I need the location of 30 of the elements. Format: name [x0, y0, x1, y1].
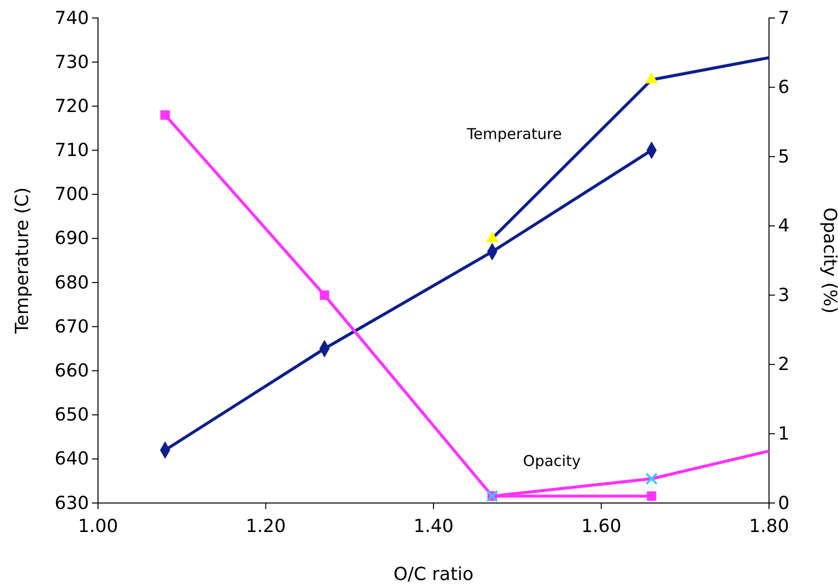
y-tick-label: 740 [54, 8, 89, 29]
y-tick-label: 630 [54, 492, 89, 514]
y2-tick-label: 7 [778, 8, 790, 29]
x-tick-label: 1.40 [413, 516, 454, 537]
y2-tick-label: 6 [778, 77, 790, 98]
series-label: Temperature [466, 125, 562, 144]
y-tick-label: 720 [54, 96, 89, 117]
y-tick-label: 680 [54, 272, 89, 294]
y-tick-label: 730 [54, 52, 89, 73]
y2-axis-title: Opacity (%) [819, 207, 838, 314]
y-tick-label: 650 [54, 404, 89, 426]
y-tick-label: 640 [54, 448, 89, 470]
y2-tick-label: 0 [778, 492, 790, 514]
y2-tick-label: 1 [778, 423, 790, 444]
y2-tick-label: 3 [778, 284, 790, 306]
x-axis-title: O/C ratio [393, 564, 474, 585]
y2-tick-label: 5 [778, 146, 790, 168]
y-axis-title: Temperature (C) [12, 187, 33, 335]
y-tick-label: 700 [54, 184, 89, 206]
x-tick-label: 1.80 [748, 516, 790, 537]
series-label: Opacity [523, 452, 581, 470]
y2-tick-label: 2 [778, 354, 790, 376]
x-tick-label: 1.00 [78, 516, 118, 537]
x-tick-label: 1.60 [581, 516, 622, 537]
y2-tick-label: 4 [778, 216, 790, 237]
y-tick-label: 660 [54, 360, 89, 382]
y-tick-label: 670 [54, 316, 89, 338]
x-tick-label: 1.20 [246, 516, 286, 537]
y-tick-label: 690 [54, 228, 89, 250]
y-tick-label: 710 [54, 140, 89, 162]
